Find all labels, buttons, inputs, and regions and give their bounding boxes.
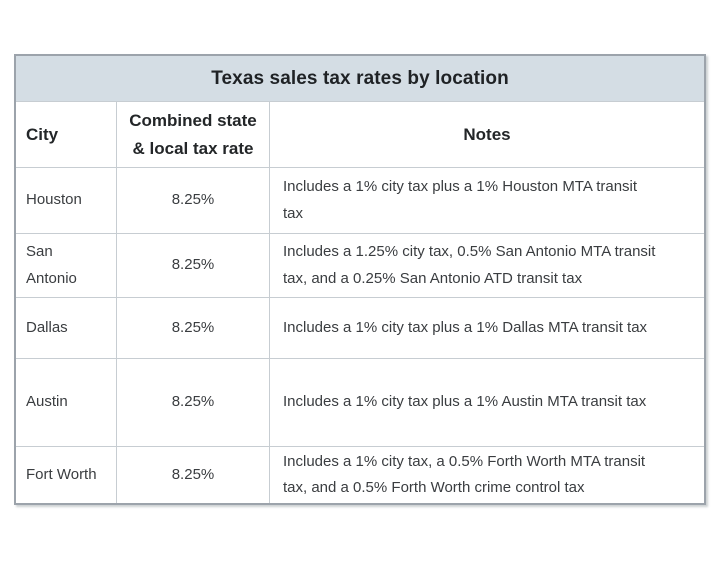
rate-cell: 8.25% (117, 447, 270, 503)
note-cell: Includes a 1.25% city tax, 0.5% San Anto… (283, 243, 656, 287)
rate-cell: 8.25% (117, 298, 270, 358)
rate-cell: 8.25% (117, 168, 270, 233)
table-row-austin: Austin 8.25% Includes a 1% city tax plus… (16, 358, 704, 446)
table-row-fort-worth: Fort Worth 8.25% Includes a 1% city tax,… (16, 446, 704, 503)
table-row-houston: Houston 8.25% Includes a 1% city tax plu… (16, 167, 704, 233)
rate-cell: 8.25% (117, 234, 270, 297)
table-title: Texas sales tax rates by location (16, 56, 704, 101)
header-row: City Combined state & local tax rate Not… (16, 101, 704, 167)
city-cell: San Antonio (16, 234, 117, 297)
city-cell: Houston (16, 168, 117, 233)
tax-rates-table: Texas sales tax rates by location City C… (14, 54, 706, 505)
note-cell: Includes a 1% city tax plus a 1% Dallas … (283, 318, 648, 336)
header-city: City (16, 102, 117, 167)
table-row-dallas: Dallas 8.25% Includes a 1% city tax plus… (16, 297, 704, 358)
note-cell: Includes a 1% city tax, a 0.5% Forth Wor… (283, 452, 646, 496)
note-cell: Includes a 1% city tax plus a 1% Austin … (283, 393, 647, 411)
city-cell: Fort Worth (16, 447, 117, 503)
rate-cell: 8.25% (117, 359, 270, 446)
note-cell: Includes a 1% city tax plus a 1% Houston… (283, 178, 638, 222)
city-cell: Dallas (16, 298, 117, 358)
city-cell: Austin (16, 359, 117, 446)
table-row-san-antonio: San Antonio 8.25% Includes a 1.25% city … (16, 233, 704, 297)
header-notes: Notes (463, 124, 511, 144)
header-combined-rate: Combined state & local tax rate (117, 102, 270, 167)
